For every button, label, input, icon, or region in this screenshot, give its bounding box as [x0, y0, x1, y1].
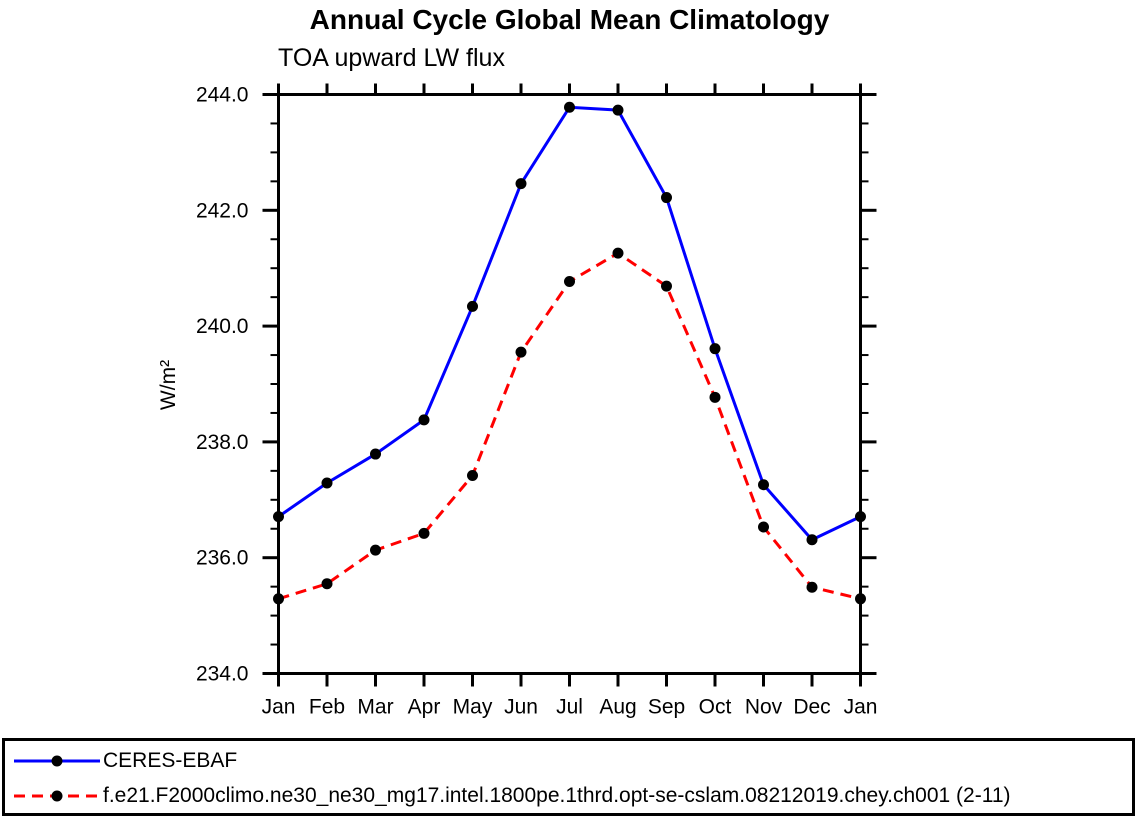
x-tick-label: Oct [699, 696, 732, 719]
data-point-marker-model [370, 544, 381, 556]
y-tick-label: 240.0 [196, 315, 249, 338]
legend-box: CERES-EBAF f.e21.F2000climo.ne30_ne30_mg1… [2, 738, 1135, 816]
data-point-marker-ceres-ebaf [564, 101, 575, 113]
data-point-marker-model [564, 276, 575, 288]
x-tick-label: Jun [504, 696, 538, 719]
plot-box [277, 93, 862, 675]
data-point-marker-model [855, 593, 866, 605]
data-point-marker-model [418, 527, 430, 539]
data-point-marker-ceres-ebaf [418, 414, 430, 426]
y-tick-label: 234.0 [196, 663, 249, 686]
x-tick-label: Jan [844, 696, 878, 719]
data-point-marker-ceres-ebaf [273, 511, 284, 523]
legend-marker [51, 755, 63, 767]
legend-entry: f.e21.F2000climo.ne30_ne30_mg17.intel.18… [13, 784, 1011, 808]
line-chart: 234.0 236.0 238.0 240.0 242.0 244.0 Jan Feb Mar A… [196, 83, 878, 719]
legend-marker [51, 790, 63, 802]
legend-line-sample [14, 755, 100, 767]
x-tick-label: Dec [793, 696, 830, 719]
data-point-marker-ceres-ebaf [709, 343, 721, 355]
data-point-marker-model [467, 469, 478, 481]
data-point-marker-ceres-ebaf [758, 479, 769, 491]
data-point-marker-model [661, 280, 672, 292]
chart-title: Annual Cycle Global Mean Climatology [309, 4, 830, 35]
y-tick-label: 242.0 [196, 199, 249, 222]
x-tick-label: May [453, 696, 493, 719]
legend-entry: CERES-EBAF [13, 749, 237, 773]
data-point-marker-model [806, 581, 818, 593]
y-tick-label: 238.0 [196, 431, 249, 454]
data-point-marker-model [515, 346, 527, 358]
y-tick-label: 244.0 [196, 84, 249, 107]
y-tick-label: 236.0 [196, 547, 249, 570]
x-tick-label: Jan [262, 696, 296, 719]
data-point-marker-model [321, 578, 333, 590]
data-point-marker-model [758, 521, 769, 533]
legend-label: CERES-EBAF [103, 749, 238, 772]
legend-line-sample [14, 790, 100, 802]
data-point-marker-ceres-ebaf [467, 300, 478, 312]
x-tick-label: Sep [648, 696, 685, 719]
data-point-marker-model [612, 247, 624, 259]
data-point-marker-ceres-ebaf [321, 477, 333, 489]
data-point-marker-ceres-ebaf [806, 534, 818, 546]
data-point-marker-ceres-ebaf [855, 511, 866, 523]
x-tick-label: Jul [556, 696, 583, 719]
data-point-marker-ceres-ebaf [612, 104, 624, 116]
legend-label: f.e21.F2000climo.ne30_ne30_mg17.intel.18… [103, 784, 1011, 807]
x-tick-label: Aug [599, 696, 636, 719]
chart-subtitle: TOA upward LW flux [278, 44, 505, 72]
x-tick-label: Apr [408, 696, 441, 719]
data-point-marker-ceres-ebaf [661, 192, 672, 204]
x-tick-label: Nov [745, 696, 783, 719]
data-point-marker-ceres-ebaf [515, 178, 527, 190]
x-tick-label: Feb [309, 696, 345, 719]
data-point-marker-model [273, 593, 284, 605]
data-point-marker-ceres-ebaf [370, 448, 381, 460]
x-tick-label: Mar [357, 696, 393, 719]
series-line-model [278, 251, 861, 601]
data-point-marker-model [709, 391, 721, 403]
series-line-ceres-ebaf [277, 105, 862, 542]
